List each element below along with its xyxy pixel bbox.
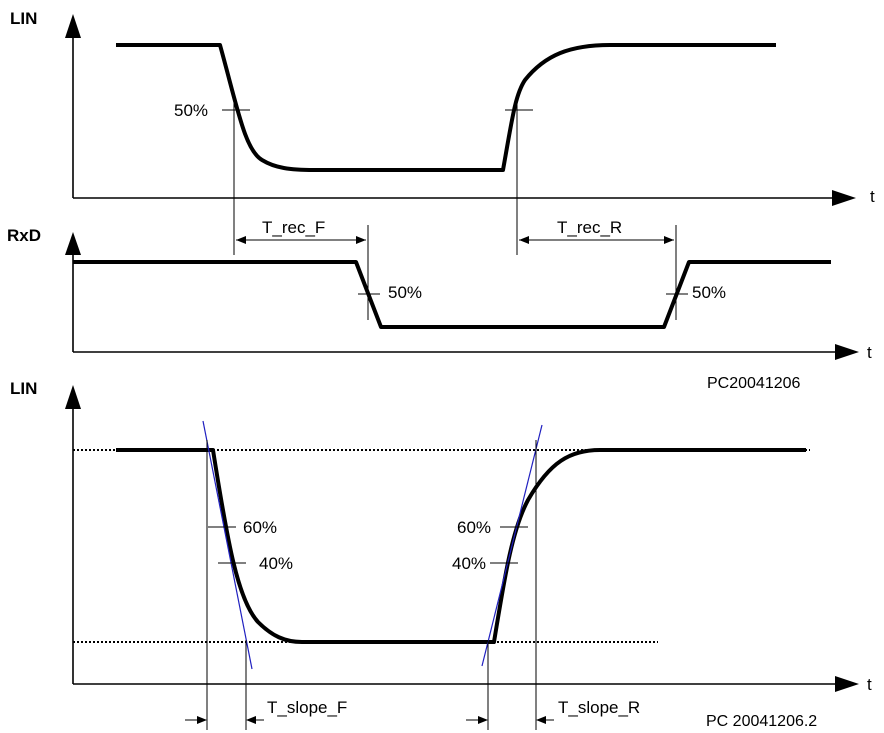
tangent-rising xyxy=(481,424,543,667)
y-axis-label-lin: LIN xyxy=(10,9,37,28)
y-axis-arrowhead xyxy=(65,232,81,255)
slope-label-falling: T_slope_F xyxy=(267,698,347,717)
rxd-waveform xyxy=(73,260,831,329)
time-axis-arrowhead xyxy=(835,676,859,692)
label-60-rising: 60% xyxy=(457,518,491,537)
time-axis-label: t xyxy=(867,675,872,694)
y-axis-arrowhead xyxy=(65,14,81,38)
arrowhead xyxy=(246,716,256,724)
label-60-falling: 60% xyxy=(243,518,277,537)
time-axis-arrowhead xyxy=(835,344,859,360)
arrowhead xyxy=(356,236,366,244)
arrowhead xyxy=(664,236,674,244)
tangent-falling xyxy=(202,420,253,670)
panel-rxd: RxD t 50% 50% T_rec_F T_rec_R PC20041206 xyxy=(7,218,872,392)
threshold-label-rxd-rising: 50% xyxy=(692,283,726,302)
slope-label-rising: T_slope_R xyxy=(558,698,640,717)
label-40-rising: 40% xyxy=(452,554,486,573)
arrowhead xyxy=(197,716,207,724)
label-40-falling: 40% xyxy=(259,554,293,573)
delay-label-falling: T_rec_F xyxy=(262,218,325,237)
lin-slope-waveform xyxy=(116,448,806,644)
delay-label-rising: T_rec_R xyxy=(557,218,622,237)
y-axis-label-rxd: RxD xyxy=(7,226,41,245)
lin-waveform xyxy=(116,43,776,172)
panel-lin-receive: LIN t 50% xyxy=(10,9,875,255)
panel-lin-slope: LIN t 60% 40% 60% 40% T_slope_F xyxy=(10,379,872,730)
arrowhead xyxy=(536,716,546,724)
arrowhead xyxy=(478,716,488,724)
time-axis-label: t xyxy=(870,187,875,206)
arrowhead xyxy=(236,236,246,244)
figure-reference: PC 20041206.2 xyxy=(706,713,817,730)
y-axis-arrowhead xyxy=(65,385,81,409)
y-axis-label-lin: LIN xyxy=(10,379,37,398)
arrowhead xyxy=(519,236,529,244)
figure-reference: PC20041206 xyxy=(707,375,801,392)
threshold-label-50: 50% xyxy=(174,101,208,120)
threshold-label-rxd-falling: 50% xyxy=(388,283,422,302)
time-axis-label: t xyxy=(867,343,872,362)
time-axis-arrowhead xyxy=(832,190,856,206)
